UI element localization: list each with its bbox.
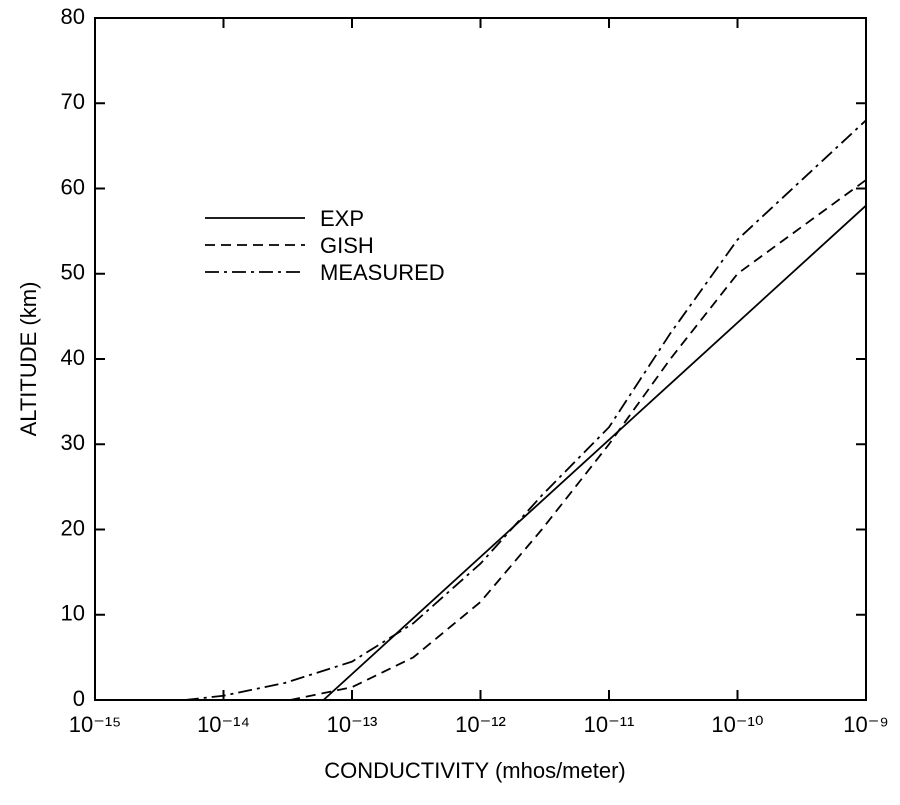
y-tick-label: 20 xyxy=(61,515,85,540)
y-tick-label: 40 xyxy=(61,345,85,370)
series-line xyxy=(184,119,867,701)
legend-label: MEASURED xyxy=(320,260,445,285)
x-tick-label: 10⁻¹² xyxy=(455,712,506,737)
legend-label: GISH xyxy=(320,233,374,258)
y-tick-label: 30 xyxy=(61,430,85,455)
x-tick-label: 10⁻¹¹ xyxy=(584,712,635,737)
y-tick-label: 0 xyxy=(73,686,85,711)
legend-label: EXP xyxy=(320,206,364,231)
x-tick-label: 10⁻¹⁰ xyxy=(711,712,763,737)
x-tick-label: 10⁻¹⁴ xyxy=(197,712,250,737)
y-tick-label: 70 xyxy=(61,89,85,114)
plot-frame xyxy=(94,17,867,701)
series-line xyxy=(322,204,867,701)
x-tick-label: 10⁻⁹ xyxy=(843,712,889,737)
x-axis-label: CONDUCTIVITY (mhos/meter) xyxy=(324,758,626,783)
x-tick-label: 10⁻¹⁵ xyxy=(69,712,122,737)
y-axis-label: ALTITUDE (km) xyxy=(16,282,41,437)
y-tick-label: 80 xyxy=(61,4,85,29)
y-tick-label: 60 xyxy=(61,174,85,199)
y-tick-label: 10 xyxy=(61,601,85,626)
y-tick-label: 50 xyxy=(61,260,85,285)
x-tick-label: 10⁻¹³ xyxy=(327,712,378,737)
series-line xyxy=(289,179,867,701)
